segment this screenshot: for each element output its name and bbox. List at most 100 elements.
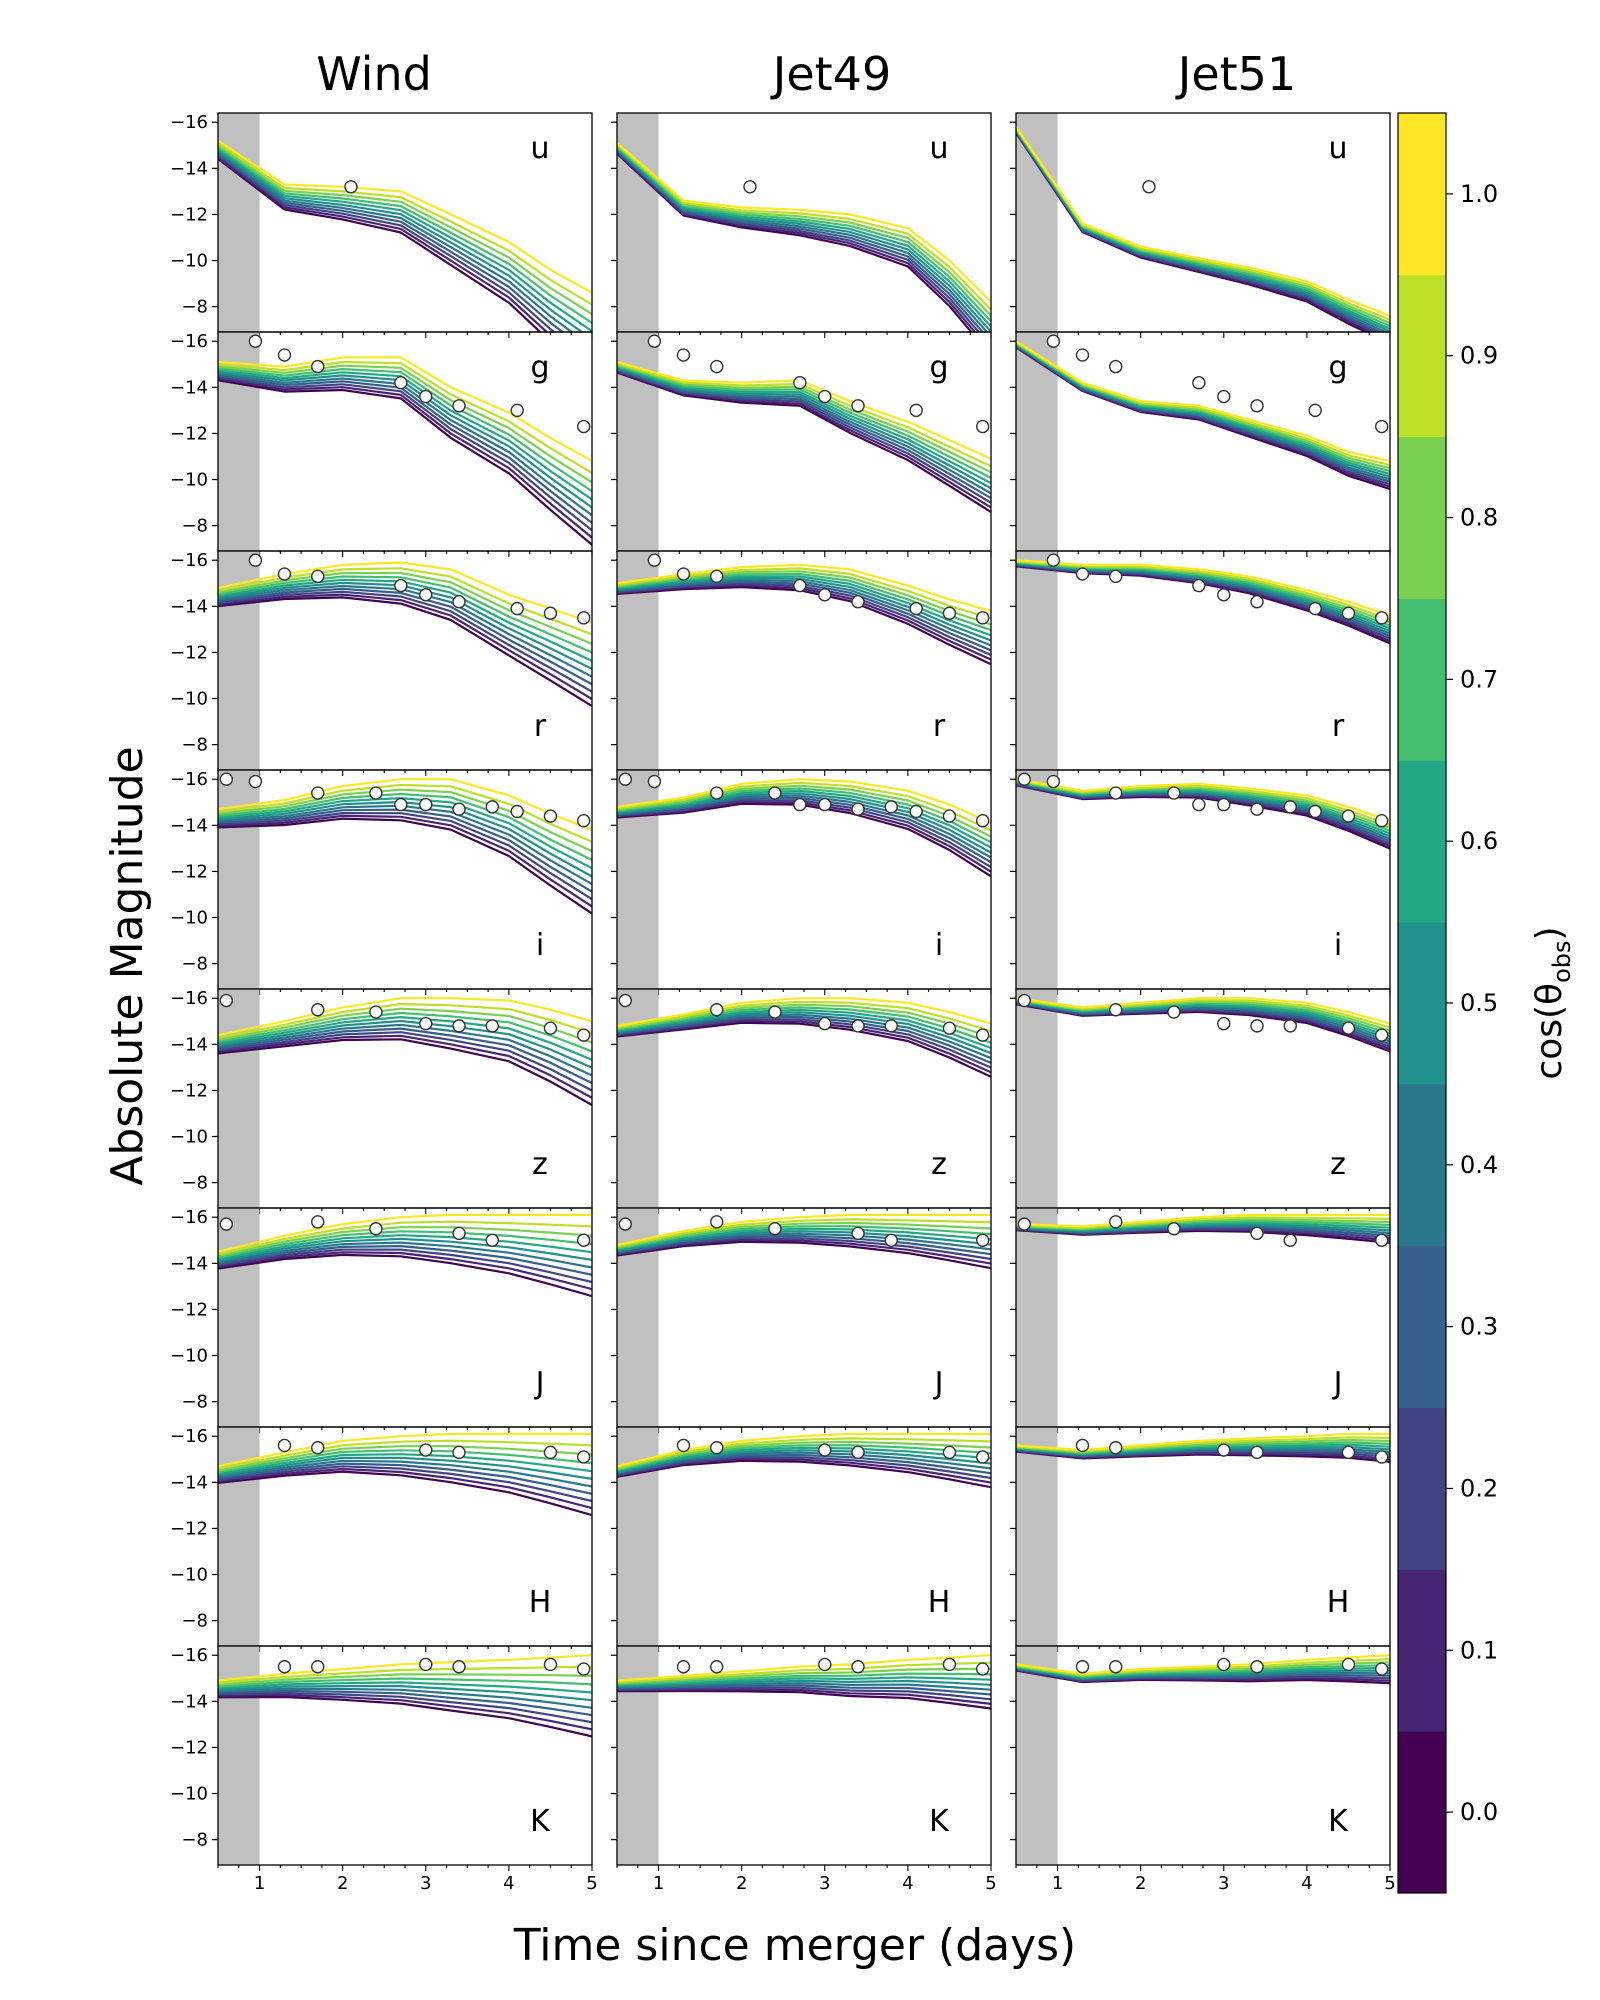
x-ticks: [1015, 1427, 1391, 1433]
y-ticks: [1010, 559, 1016, 746]
band-label-g: g: [929, 350, 948, 385]
observation-point: [452, 1445, 466, 1460]
model-curve-cos-0.0: [218, 1038, 592, 1106]
model-curve-cos-0.0: [617, 1240, 991, 1270]
colorbar-tick-label: 0.3: [1460, 1313, 1498, 1341]
model-curve-cos-0.0: [218, 596, 592, 708]
y-ticks: [1010, 340, 1016, 527]
band-label-i: i: [536, 928, 544, 963]
observation-point: [851, 399, 865, 413]
y-tick-label: −16: [170, 769, 208, 790]
y-tick-label: −14: [170, 377, 208, 398]
model-curve-cos-0.5: [617, 1679, 991, 1688]
model-curve-cos-1.0: [1016, 559, 1390, 617]
panel-jet49-H: H: [611, 1426, 992, 1652]
y-tick-label: −12: [170, 1518, 208, 1539]
model-curve-cos-0.6: [617, 147, 991, 328]
observation-point: [277, 1660, 292, 1674]
y-ticks: −16 −14 −12 −10 −8: [170, 769, 218, 975]
y-ticks: [1010, 1654, 1016, 1841]
band-label-r: r: [1332, 709, 1345, 744]
observation-point: [768, 1222, 782, 1236]
panel-wind-J: −16 −14 −12 −10 −8 J: [170, 1207, 593, 1433]
model-curve-cos-0.3: [218, 808, 592, 893]
x-tick-label: 1: [653, 1873, 664, 1894]
model-curve-cos-0.0: [218, 158, 542, 332]
observation-point: [311, 1215, 325, 1229]
model-curve-cos-0.9: [1016, 560, 1390, 621]
observation-point: [1308, 403, 1322, 418]
model-curve-cos-0.9: [218, 783, 592, 843]
model-curve-cos-0.7: [617, 145, 991, 322]
observation-point: [1250, 1019, 1264, 1033]
colorbar-segment: [1398, 274, 1446, 438]
observation-point: [248, 553, 263, 567]
early-time-shading: [1016, 113, 1058, 332]
panel-jet51-i: i: [1010, 769, 1391, 995]
observation-point: [311, 1441, 325, 1455]
observation-point: [1250, 595, 1264, 609]
x-tick-label: 5: [985, 1873, 996, 1894]
model-curve-cos-1.0: [1016, 778, 1390, 822]
x-ticks: 1 2 3 4 5: [217, 1865, 598, 1894]
model-curve-cos-0.9: [617, 143, 991, 311]
observation-point: [710, 1003, 724, 1017]
panel-wind-z: −16 −14 −12 −10 −8 z: [170, 988, 593, 1214]
model-curve-cos-0.8: [218, 788, 592, 853]
observation-point: [1374, 419, 1389, 434]
panel-wind-H: −16 −14 −12 −10 −8 H: [170, 1426, 593, 1652]
observation-point: [576, 1028, 591, 1042]
model-curve-cos-0.7: [218, 1230, 592, 1259]
observation-point: [1250, 1445, 1264, 1460]
observation-point: [647, 774, 662, 789]
model-curves: [617, 997, 991, 1078]
y-tick-label: −14: [170, 596, 208, 617]
y-tick-label: −16: [170, 1645, 208, 1666]
model-curve-cos-0.8: [617, 1667, 991, 1685]
observation-point: [419, 797, 433, 812]
model-curve-cos-0.4: [218, 1241, 592, 1269]
model-curve-cos-0.8: [617, 1221, 991, 1249]
model-curve-cos-0.1: [218, 1034, 592, 1099]
observation-point: [452, 802, 466, 816]
panel-wind-g: −16 −14 −12 −10 −8 g: [170, 331, 593, 557]
observation-point: [1217, 389, 1231, 404]
observation-point: [710, 359, 724, 374]
observation-point: [1341, 1445, 1356, 1460]
panel-jet51-J: J: [1010, 1207, 1391, 1433]
observation-point: [618, 772, 633, 786]
model-curve-cos-0.9: [617, 1437, 991, 1469]
observation-point: [909, 804, 923, 819]
y-ticks: [1010, 1216, 1016, 1403]
y-tick-label: −12: [170, 1299, 208, 1320]
model-curve-cos-1.0: [1016, 997, 1390, 1025]
model-curve-cos-0.4: [218, 1687, 592, 1709]
model-curve-cos-0.9: [1016, 1436, 1390, 1453]
y-tick-label: −12: [170, 1080, 208, 1101]
panel-wind-r: −16 −14 −12 −10 −8 r: [170, 550, 593, 776]
model-curve-cos-0.3: [218, 374, 592, 524]
model-curve-cos-0.3: [218, 1244, 592, 1276]
y-tick-label: −16: [170, 112, 208, 133]
colorbar-segment: [1398, 598, 1446, 761]
x-ticks: [616, 1646, 992, 1652]
model-curves: [1016, 126, 1390, 332]
early-time-shading: [1016, 1427, 1058, 1646]
model-curve-cos-0.4: [617, 1232, 991, 1253]
model-curve-cos-0.6: [218, 148, 592, 332]
model-curve-cos-0.1: [617, 151, 977, 332]
model-curves: [1016, 1432, 1390, 1463]
model-curve-cos-0.3: [617, 1684, 991, 1696]
band-label-J: J: [1332, 1366, 1343, 1401]
observation-point: [818, 389, 832, 404]
model-curve-cos-0.0: [218, 817, 592, 915]
observation-point: [975, 611, 990, 625]
observation-point: [485, 1233, 499, 1247]
band-label-i: i: [935, 928, 943, 963]
observation-point: [1250, 802, 1264, 816]
early-time-shading: [617, 113, 659, 332]
x-tick-label: 3: [819, 1873, 830, 1894]
y-tick-label: −10: [170, 1565, 208, 1586]
y-ticks: [611, 340, 617, 527]
x-tick-label: 2: [337, 1873, 348, 1894]
